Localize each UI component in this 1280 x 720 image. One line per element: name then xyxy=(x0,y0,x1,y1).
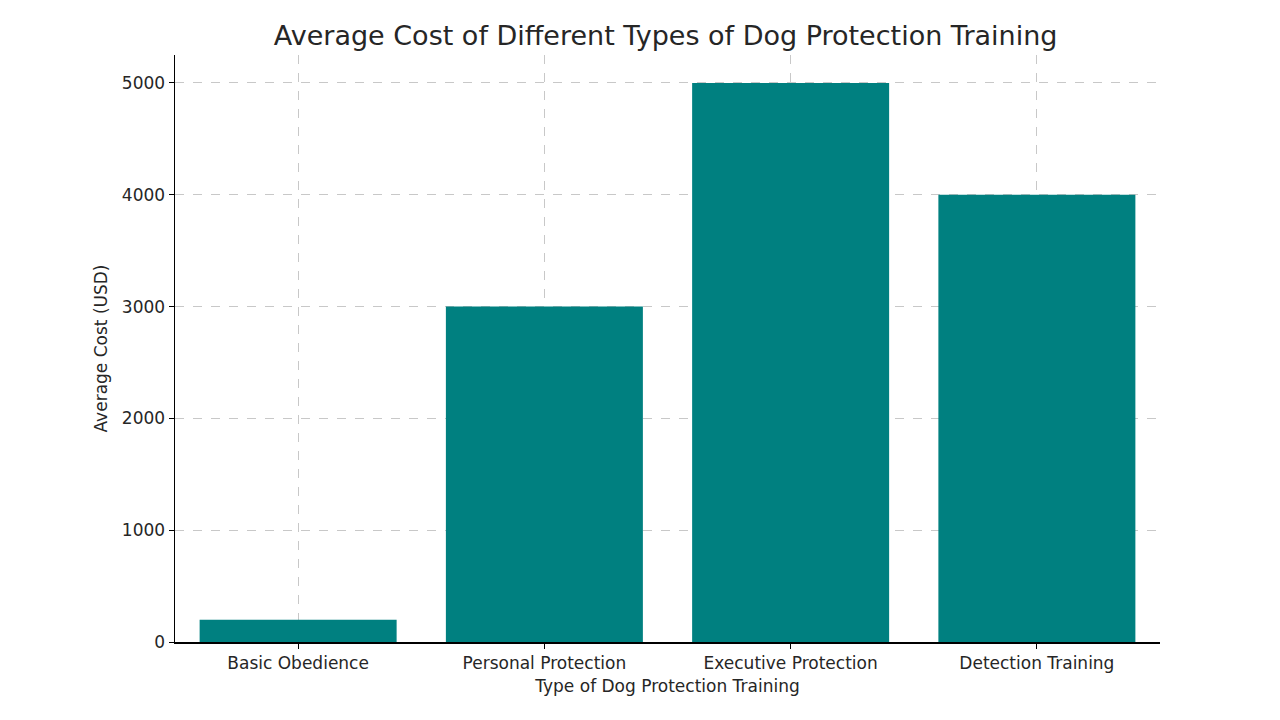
svg-text:1000: 1000 xyxy=(122,520,165,540)
svg-text:2000: 2000 xyxy=(122,408,165,428)
svg-text:Basic Obedience: Basic Obedience xyxy=(227,653,369,673)
svg-text:5000: 5000 xyxy=(122,73,165,93)
svg-text:Average Cost (USD): Average Cost (USD) xyxy=(91,265,111,433)
svg-text:4000: 4000 xyxy=(122,185,165,205)
svg-text:Executive Protection: Executive Protection xyxy=(704,653,878,673)
svg-text:Detection Training: Detection Training xyxy=(959,653,1114,673)
svg-text:Type of Dog Protection Trainin: Type of Dog Protection Training xyxy=(534,676,799,696)
svg-text:0: 0 xyxy=(154,632,165,652)
svg-text:Average Cost of Different Type: Average Cost of Different Types of Dog P… xyxy=(274,20,1058,51)
svg-text:3000: 3000 xyxy=(122,297,165,317)
svg-text:Personal Protection: Personal Protection xyxy=(463,653,627,673)
